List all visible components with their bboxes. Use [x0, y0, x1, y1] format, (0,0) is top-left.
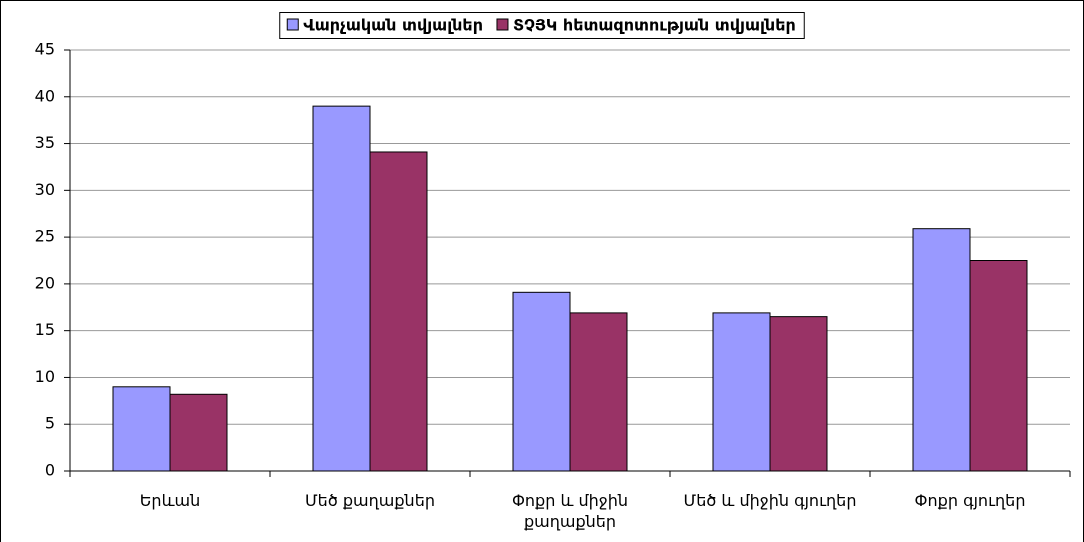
legend-swatch: [286, 18, 299, 31]
y-tick-label: 0: [45, 461, 55, 480]
x-tick-label: Մեծ քաղաքներ: [305, 491, 435, 510]
bar: [769, 316, 828, 472]
bar: [569, 312, 628, 472]
legend-label: Վարչական տվյալներ: [303, 16, 483, 35]
bar: [969, 260, 1028, 472]
y-tick-label: 35: [35, 133, 55, 152]
legend-swatch: [496, 18, 509, 31]
y-tick-label: 20: [35, 273, 55, 292]
y-tick-label: 15: [35, 320, 55, 339]
y-tick-label: 40: [35, 86, 55, 105]
y-tick-label: 45: [35, 40, 55, 59]
legend-box: [279, 12, 805, 39]
bar: [712, 312, 771, 472]
bar: [169, 393, 228, 472]
x-tick-label: Մեծ և միջին գյուղեր: [683, 491, 857, 510]
bar: [112, 386, 171, 472]
y-tick-label: 25: [35, 227, 55, 246]
x-tick-label: Փոքր և միջին քաղաքներ: [511, 491, 629, 531]
x-tick-label: Փոքր գյուղեր: [914, 491, 1026, 510]
y-tick-label: 30: [35, 180, 55, 199]
x-tick-label: Երևան: [139, 491, 201, 510]
bar: [512, 291, 571, 472]
bar: [312, 105, 371, 472]
bar: [369, 151, 428, 472]
y-tick-label: 10: [35, 367, 55, 386]
legend-label: ՏՉՅԿ հետազոտության տվյալներ: [513, 16, 796, 35]
bar: [912, 228, 971, 472]
y-tick-label: 5: [45, 414, 55, 433]
